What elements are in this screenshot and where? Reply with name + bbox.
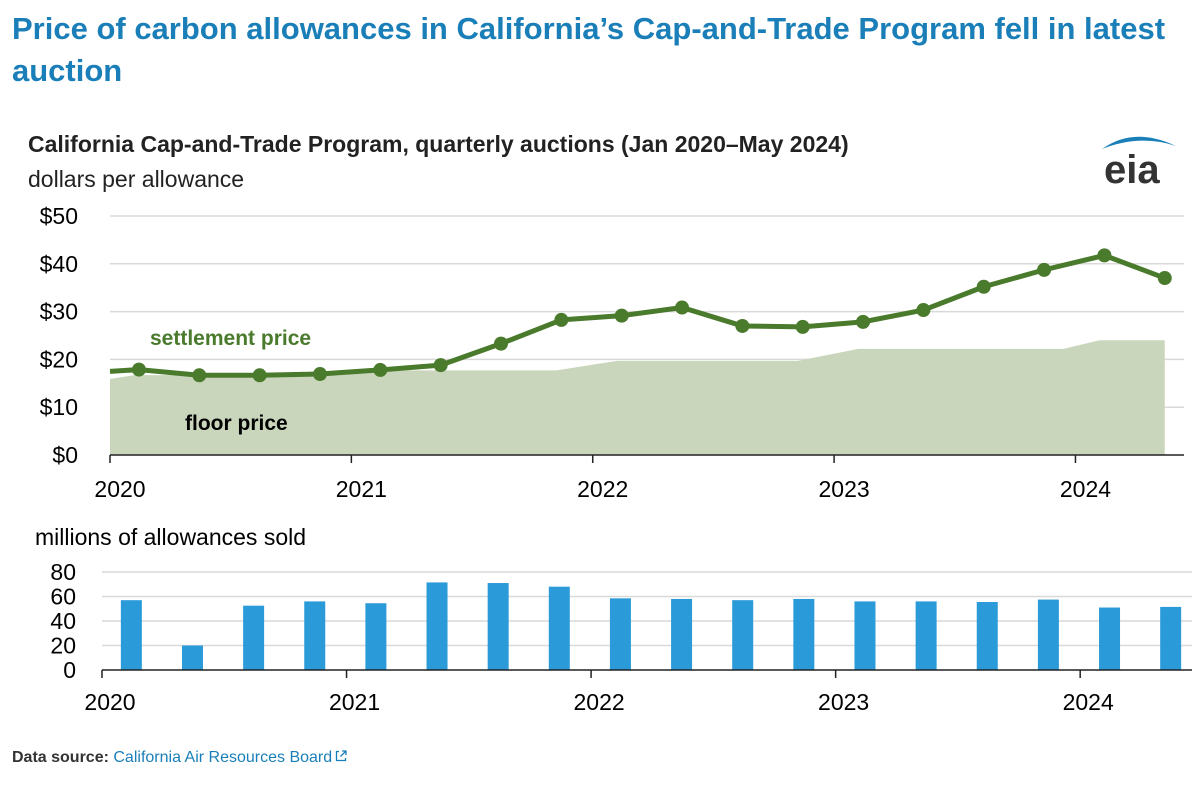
- headline: Price of carbon allowances in California…: [12, 11, 1166, 88]
- settlement-price-point: [312, 367, 327, 382]
- settlement-price-point: [916, 303, 931, 318]
- settlement-price-point: [795, 319, 810, 334]
- allowances-sold-bar: [365, 603, 387, 670]
- settlement-price-point: [131, 362, 146, 377]
- price-y-tick-label: $30: [40, 299, 78, 325]
- volume-y-tick-label: 0: [63, 657, 76, 683]
- volume-x-tick-label: 2020: [84, 689, 135, 715]
- settlement-price-point: [976, 279, 991, 294]
- volume-x-tick-label: 2023: [818, 689, 869, 715]
- data-source-label: Data source:: [12, 749, 109, 766]
- volume-x-tick-label: 2022: [574, 689, 625, 715]
- price-y-tick-label: $20: [40, 346, 78, 372]
- allowances-sold-bar: [1160, 606, 1182, 670]
- price-x-tick-label: 2023: [819, 476, 870, 502]
- allowances-sold-bar: [732, 600, 754, 670]
- allowances-sold-bar: [854, 601, 876, 670]
- price-x-tick-label: 2022: [577, 476, 628, 502]
- price-chart: $0 $10 $20 $30 $40 $50 2020 2021 2022 2023 2024 se…: [40, 203, 1184, 502]
- eia-logo: eia: [1100, 128, 1178, 192]
- eia-logo-swoosh-icon: eia: [1102, 136, 1176, 192]
- settlement-price-label: settlement price: [150, 327, 311, 350]
- allowances-sold-bar: [793, 598, 815, 670]
- external-link-icon: [335, 750, 347, 762]
- allowances-sold-bar: [609, 598, 631, 670]
- settlement-price-point: [614, 308, 629, 323]
- settlement-price-point: [675, 300, 690, 315]
- allowances-sold-bar: [915, 601, 937, 670]
- volume-y-tick-label: 40: [50, 608, 76, 634]
- allowances-sold-bar: [671, 598, 693, 670]
- chart-title: California Cap-and-Trade Program, quarte…: [28, 131, 849, 157]
- volume-y-tick-label: 20: [50, 633, 76, 659]
- settlement-price-point: [433, 358, 448, 373]
- settlement-price-point: [735, 318, 750, 333]
- data-source-link-text: California Air Resources Board: [113, 749, 333, 766]
- eia-logo-text: eia: [1104, 148, 1160, 188]
- volume-y-tick-label: 80: [50, 559, 76, 585]
- settlement-price-point: [554, 312, 569, 327]
- allowances-sold-bar: [120, 600, 142, 670]
- data-source-link[interactable]: California Air Resources Board: [113, 749, 347, 766]
- settlement-price-point: [856, 314, 871, 329]
- settlement-price-point: [1157, 271, 1172, 286]
- price-x-tick-label: 2024: [1060, 476, 1111, 502]
- settlement-price-point: [373, 362, 388, 377]
- charts-canvas: $0 $10 $20 $30 $40 $50 2020 2021 2022 2023 2024 se…: [35, 203, 1192, 715]
- allowances-sold-bar: [487, 583, 509, 670]
- settlement-price-point: [192, 368, 207, 383]
- settlement-price-point: [1037, 262, 1052, 277]
- settlement-price-point: [1097, 248, 1112, 263]
- volume-axis-label: millions of allowances sold: [35, 524, 306, 550]
- allowances-sold-bar: [243, 605, 265, 670]
- price-axis-label: dollars per allowance: [28, 166, 245, 192]
- floor-price-area: [110, 340, 1165, 455]
- price-x-tick-label: 2021: [336, 476, 387, 502]
- volume-x-tick-label: 2021: [329, 689, 380, 715]
- settlement-price-point: [494, 336, 509, 351]
- allowances-sold-bar: [1037, 599, 1059, 670]
- allowances-sold-bar: [181, 645, 203, 670]
- volume-x-tick-label: 2024: [1063, 689, 1114, 715]
- allowances-sold-bar: [1099, 607, 1121, 670]
- settlement-price-point: [252, 368, 267, 383]
- price-x-tick-label: 2020: [94, 476, 145, 502]
- price-y-tick-label: $40: [40, 251, 78, 277]
- volume-y-tick-label: 60: [50, 584, 76, 610]
- price-y-tick-label: $10: [40, 394, 78, 420]
- price-y-tick-label: $0: [52, 442, 78, 468]
- price-y-tick-label: $50: [40, 203, 78, 229]
- allowances-sold-bar: [548, 586, 570, 670]
- data-source-footer: Data source: California Air Resources Bo…: [12, 749, 347, 767]
- allowances-sold-bar: [426, 582, 448, 670]
- floor-price-label: floor price: [185, 412, 288, 435]
- allowances-sold-bar: [304, 601, 326, 670]
- allowances-sold-bar: [976, 602, 998, 670]
